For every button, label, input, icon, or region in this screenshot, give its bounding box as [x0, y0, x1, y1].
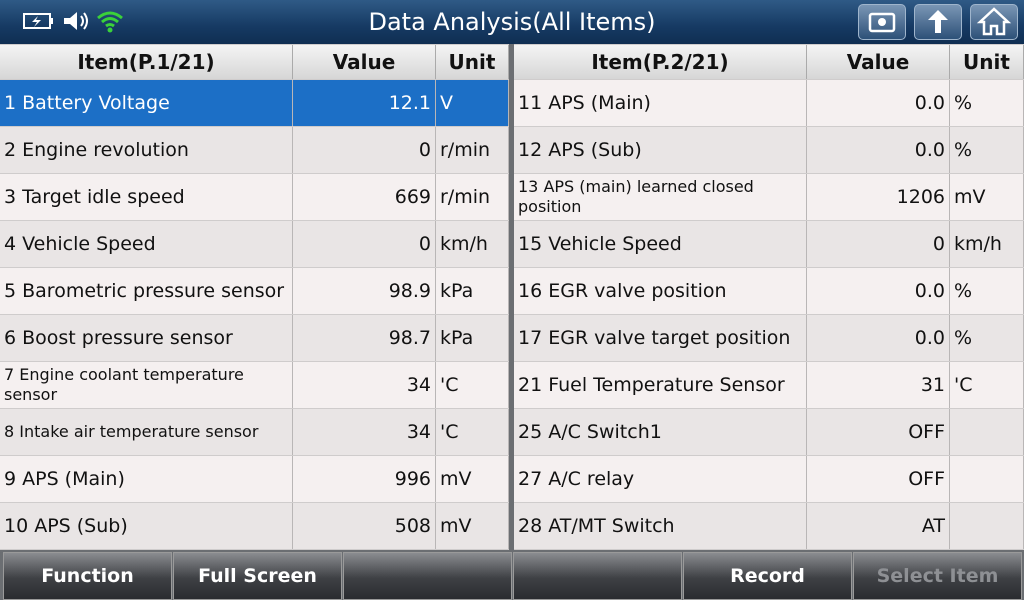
- item-name[interactable]: 28 AT/MT Switch: [514, 503, 807, 549]
- back-button[interactable]: [914, 4, 962, 40]
- function-button[interactable]: Function: [3, 552, 172, 600]
- column-header: Value: [807, 45, 950, 79]
- column-header: Item(P.2/21): [514, 45, 807, 79]
- item-unit[interactable]: mV: [436, 503, 509, 549]
- empty-button: [343, 552, 512, 600]
- item-value[interactable]: 996: [293, 456, 436, 502]
- item-unit[interactable]: %: [950, 80, 1024, 126]
- item-unit[interactable]: km/h: [436, 221, 509, 267]
- full-screen-button[interactable]: Full Screen: [173, 552, 342, 600]
- item-name[interactable]: 16 EGR valve position: [514, 268, 807, 314]
- item-name[interactable]: 12 APS (Sub): [514, 127, 807, 173]
- item-unit[interactable]: %: [950, 127, 1024, 173]
- item-name[interactable]: 17 EGR valve target position: [514, 315, 807, 361]
- item-unit[interactable]: %: [950, 268, 1024, 314]
- item-unit[interactable]: [950, 409, 1024, 455]
- item-unit[interactable]: km/h: [950, 221, 1024, 267]
- item-value[interactable]: 508: [293, 503, 436, 549]
- item-unit[interactable]: r/min: [436, 174, 509, 220]
- item-name[interactable]: 3 Target idle speed: [0, 174, 293, 220]
- item-name[interactable]: 21 Fuel Temperature Sensor: [514, 362, 807, 408]
- item-unit[interactable]: mV: [436, 456, 509, 502]
- item-unit[interactable]: V: [436, 80, 509, 126]
- item-unit[interactable]: [950, 503, 1024, 549]
- select-item-button[interactable]: Select Item: [853, 552, 1022, 600]
- screenshot-button[interactable]: [858, 4, 906, 40]
- item-name[interactable]: 15 Vehicle Speed: [514, 221, 807, 267]
- item-name[interactable]: 5 Barometric pressure sensor: [0, 268, 293, 314]
- item-value[interactable]: 0: [293, 221, 436, 267]
- column-header: Unit: [950, 45, 1024, 79]
- column-header: Value: [293, 45, 436, 79]
- item-value[interactable]: 34: [293, 362, 436, 408]
- item-value[interactable]: AT: [807, 503, 950, 549]
- item-unit[interactable]: kPa: [436, 268, 509, 314]
- item-value[interactable]: 0.0: [807, 268, 950, 314]
- item-name[interactable]: 1 Battery Voltage: [0, 80, 293, 126]
- item-name[interactable]: 11 APS (Main): [514, 80, 807, 126]
- item-name[interactable]: 8 Intake air temperature sensor: [0, 409, 293, 455]
- home-button[interactable]: [970, 4, 1018, 40]
- item-value[interactable]: 98.9: [293, 268, 436, 314]
- item-name[interactable]: 25 A/C Switch1: [514, 409, 807, 455]
- item-value[interactable]: 1206: [807, 174, 950, 220]
- item-value[interactable]: 0.0: [807, 127, 950, 173]
- record-button[interactable]: Record: [683, 552, 852, 600]
- column-header: Item(P.1/21): [0, 45, 293, 79]
- title: Data Analysis(All Items): [368, 8, 656, 36]
- item-value[interactable]: 98.7: [293, 315, 436, 361]
- item-value[interactable]: 0.0: [807, 80, 950, 126]
- item-unit[interactable]: r/min: [436, 127, 509, 173]
- item-name[interactable]: 9 APS (Main): [0, 456, 293, 502]
- item-unit[interactable]: 'C: [950, 362, 1024, 408]
- item-value[interactable]: 12.1: [293, 80, 436, 126]
- status-icons: [23, 11, 123, 33]
- item-value[interactable]: OFF: [807, 456, 950, 502]
- top-bar: [0, 0, 1024, 44]
- empty-button: [513, 552, 682, 600]
- item-value[interactable]: 0.0: [807, 315, 950, 361]
- item-value[interactable]: OFF: [807, 409, 950, 455]
- item-unit[interactable]: [950, 456, 1024, 502]
- item-value[interactable]: 669: [293, 174, 436, 220]
- item-unit[interactable]: %: [950, 315, 1024, 361]
- item-name[interactable]: 6 Boost pressure sensor: [0, 315, 293, 361]
- item-name[interactable]: 7 Engine coolant temperature sensor: [0, 362, 293, 408]
- item-unit[interactable]: 'C: [436, 362, 509, 408]
- item-unit[interactable]: 'C: [436, 409, 509, 455]
- item-name[interactable]: 4 Vehicle Speed: [0, 221, 293, 267]
- item-value[interactable]: 34: [293, 409, 436, 455]
- item-value[interactable]: 31: [807, 362, 950, 408]
- item-unit[interactable]: kPa: [436, 315, 509, 361]
- item-value[interactable]: 0: [293, 127, 436, 173]
- column-header: Unit: [436, 45, 509, 79]
- item-name[interactable]: 13 APS (main) learned closed position: [514, 174, 807, 220]
- item-name[interactable]: 2 Engine revolution: [0, 127, 293, 173]
- item-value[interactable]: 0: [807, 221, 950, 267]
- item-name[interactable]: 27 A/C relay: [514, 456, 807, 502]
- item-name[interactable]: 10 APS (Sub): [0, 503, 293, 549]
- item-unit[interactable]: mV: [950, 174, 1024, 220]
